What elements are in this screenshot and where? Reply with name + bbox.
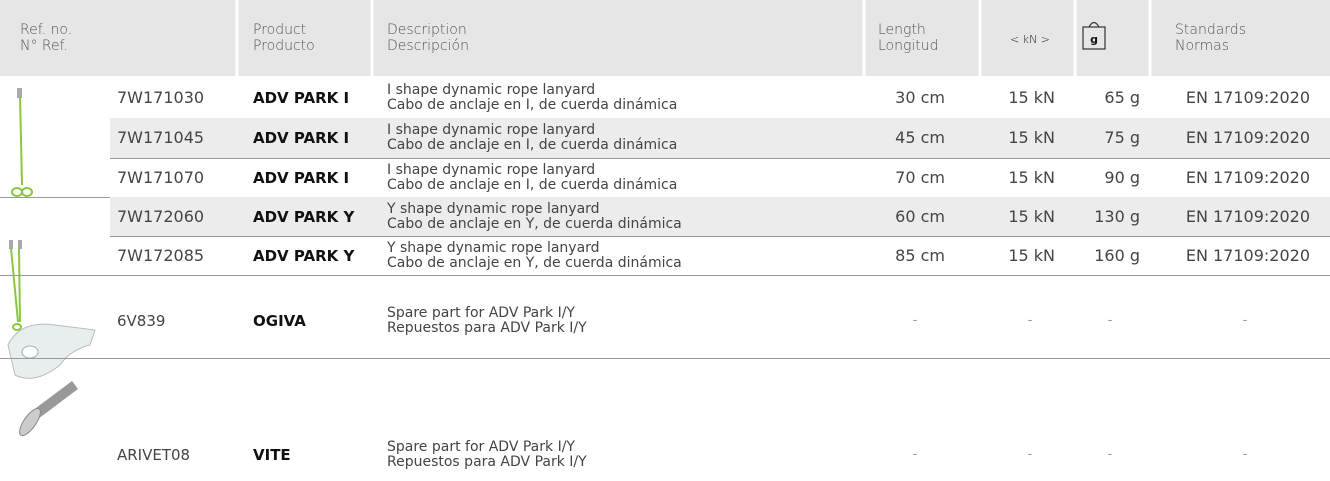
product-name: ADV PARK Y xyxy=(253,207,355,226)
description-es: Cabo de anclaje en Y, de cuerda dinámica xyxy=(387,215,682,232)
length: 60 cm xyxy=(895,206,945,226)
header-label: < kN > xyxy=(1009,33,1051,46)
description-en: Spare part for ADV Park I/Y xyxy=(387,305,575,321)
strength: - xyxy=(1027,313,1033,328)
header-label: N° Ref. xyxy=(20,38,68,54)
description-en: I shape dynamic rope lanyard xyxy=(387,82,596,98)
product-name: ADV PARK I xyxy=(253,168,350,187)
ref-code: 7W172085 xyxy=(117,245,205,265)
product-name: ADV PARK I xyxy=(253,89,350,107)
ref-code: ARIVET08 xyxy=(117,446,191,464)
ref-code: 6V839 xyxy=(117,312,166,330)
header-label: Longitud xyxy=(878,38,939,54)
description-es: Repuestos para ADV Park I/Y xyxy=(387,454,587,470)
row-divider xyxy=(110,236,1330,237)
length: 45 cm xyxy=(895,128,945,147)
header-label: Product xyxy=(253,22,307,38)
description-en: I shape dynamic rope lanyard xyxy=(387,122,596,138)
weight: 130 g xyxy=(1094,206,1140,226)
header-label: g xyxy=(1090,33,1098,46)
description-en: Y shape dynamic rope lanyard xyxy=(387,239,600,256)
strength: 15 kN xyxy=(1008,88,1055,107)
standard: EN 17109:2020 xyxy=(1185,167,1310,187)
strength: 15 kN xyxy=(1008,206,1055,226)
weight: 75 g xyxy=(1104,128,1140,147)
header-label: Descripción xyxy=(387,38,469,54)
header-label: Description xyxy=(387,22,467,38)
header-band xyxy=(0,0,1330,76)
header-label: Normas xyxy=(1175,38,1230,54)
description-en: Spare part for ADV Park I/Y xyxy=(387,439,575,455)
row-divider xyxy=(110,158,1330,159)
ref-code: 7W171030 xyxy=(117,88,205,107)
header-label: Length xyxy=(878,22,926,38)
standard: EN 17109:2020 xyxy=(1185,88,1310,107)
standard: - xyxy=(1242,313,1248,328)
weight: 65 g xyxy=(1104,88,1140,107)
strength: 15 kN xyxy=(1008,245,1055,265)
description-en: I shape dynamic rope lanyard xyxy=(387,161,596,178)
description-es: Cabo de anclaje en I, de cuerda dinámica xyxy=(387,97,678,113)
weight: - xyxy=(1107,313,1113,328)
weight: 90 g xyxy=(1104,167,1140,187)
standard: - xyxy=(1242,447,1248,462)
row-divider xyxy=(0,275,1330,276)
ref-code: 7W171070 xyxy=(117,167,205,187)
row-band xyxy=(110,197,1330,236)
weight: - xyxy=(1107,447,1113,462)
strength: - xyxy=(1027,447,1033,462)
weight: 160 g xyxy=(1094,245,1140,265)
length: 85 cm xyxy=(895,245,945,265)
strength: 15 kN xyxy=(1008,128,1055,147)
length: 70 cm xyxy=(895,167,945,187)
description-es: Cabo de anclaje en I, de cuerda dinámica xyxy=(387,176,678,193)
row-band xyxy=(110,118,1330,158)
strength: 15 kN xyxy=(1008,167,1055,187)
header-label: Standards xyxy=(1175,22,1246,38)
description-es: Repuestos para ADV Park I/Y xyxy=(387,320,587,336)
standard: EN 17109:2020 xyxy=(1185,206,1310,226)
length: - xyxy=(912,313,918,328)
ref-code: 7W171045 xyxy=(117,128,205,147)
product-name: ADV PARK I xyxy=(253,129,350,147)
product-name: ADV PARK Y xyxy=(253,246,355,265)
ref-code: 7W172060 xyxy=(117,206,205,226)
product-name: VITE xyxy=(253,446,291,464)
description-en: Y shape dynamic rope lanyard xyxy=(387,200,600,217)
length: - xyxy=(912,447,918,462)
description-es: Cabo de anclaje en I, de cuerda dinámica xyxy=(387,137,678,153)
standard: EN 17109:2020 xyxy=(1185,245,1310,265)
header-label: Ref. no. xyxy=(20,22,73,38)
product-name: OGIVA xyxy=(253,312,306,330)
standard: EN 17109:2020 xyxy=(1185,128,1310,147)
length: 30 cm xyxy=(895,88,945,107)
row-divider xyxy=(0,358,1330,359)
description-es: Cabo de anclaje en Y, de cuerda dinámica xyxy=(387,254,682,271)
header-label: Producto xyxy=(253,38,315,54)
